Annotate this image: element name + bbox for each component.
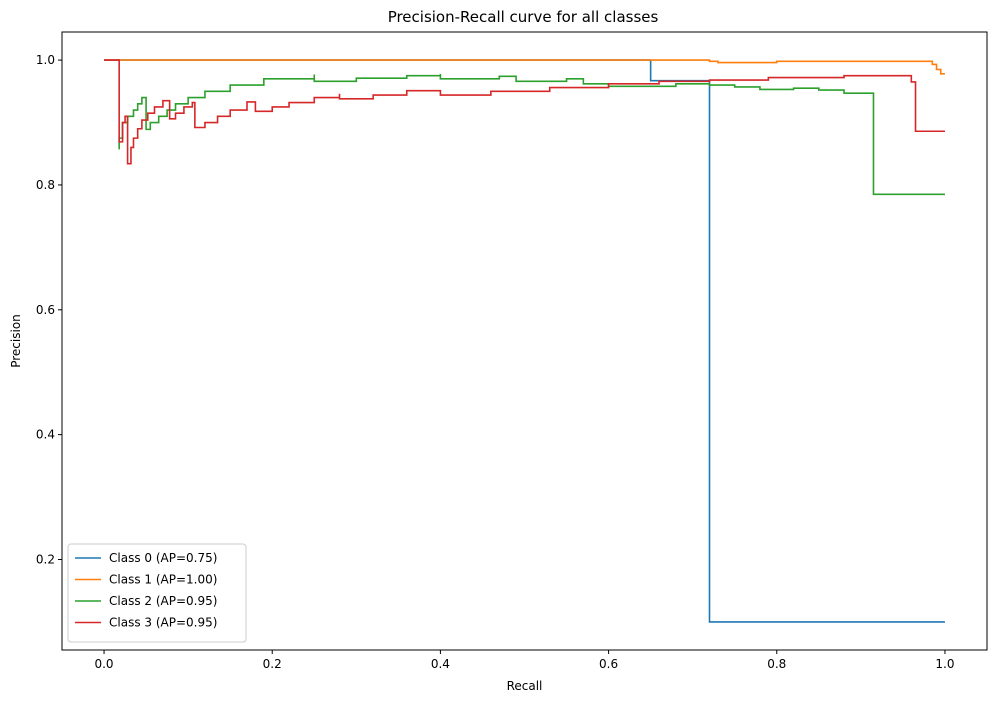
plot-area [61, 31, 988, 651]
series-layer [104, 59, 945, 623]
x-tick-label: 1.0 [935, 657, 954, 671]
chart-title: Precision-Recall curve for all classes [388, 8, 659, 26]
y-tick-label: 0.4 [36, 428, 55, 442]
series-line-class-3 [104, 59, 945, 165]
y-tick-label: 0.2 [36, 552, 55, 566]
legend-label-class-1: Class 1 (AP=1.00) [109, 573, 217, 587]
y-tick-label: 0.6 [36, 303, 55, 317]
y-axis-label: Precision [9, 314, 23, 368]
series-line-class-0 [104, 59, 945, 623]
x-tick-label: 0.8 [767, 657, 786, 671]
y-tick-label: 1.0 [36, 53, 55, 67]
legend-label-class-3: Class 3 (AP=0.95) [109, 616, 217, 630]
legend-label-class-2: Class 2 (AP=0.95) [109, 594, 217, 608]
legend: Class 0 (AP=0.75) Class 1 (AP=1.00) Class … [67, 543, 247, 643]
x-tick-label: 0.0 [94, 657, 113, 671]
x-axis-ticks: 0.0 0.2 0.4 0.6 0.8 1.0 [94, 650, 955, 671]
x-axis-label: Recall [507, 679, 543, 693]
series-line-class-1 [104, 59, 945, 75]
series-line-class-2 [118, 73, 945, 196]
x-tick-label: 0.4 [431, 657, 450, 671]
x-tick-label: 0.2 [263, 657, 282, 671]
plot-frame [61, 31, 988, 651]
legend-label-class-0: Class 0 (AP=0.75) [109, 551, 217, 565]
legend-box [67, 543, 247, 643]
y-tick-label: 0.8 [36, 178, 55, 192]
x-tick-label: 0.6 [599, 657, 618, 671]
y-axis-ticks: 0.2 0.4 0.6 0.8 1.0 [36, 53, 62, 566]
